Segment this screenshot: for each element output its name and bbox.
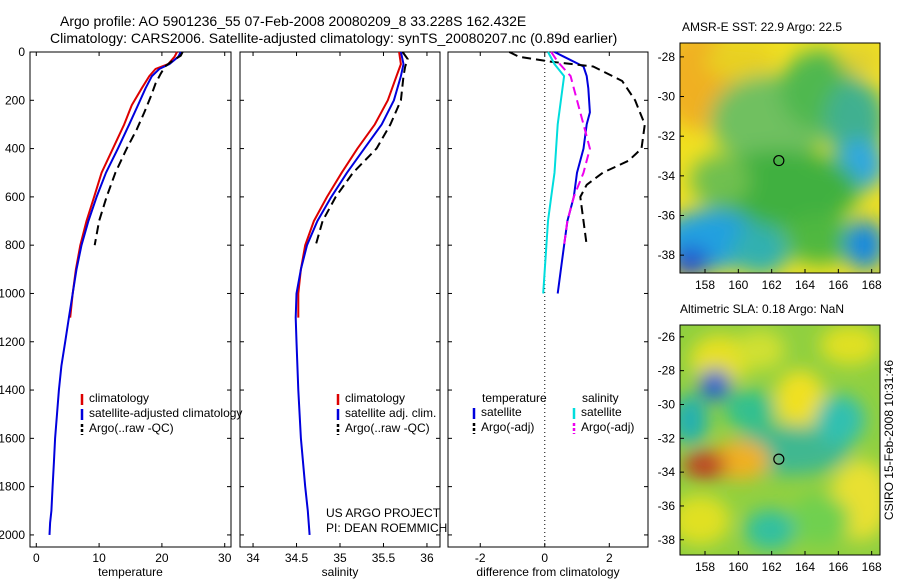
map-y-tick-label: -32 — [658, 129, 676, 143]
sst-map-title: AMSR-E SST: 22.9 Argo: 22.5 — [682, 20, 842, 34]
salinity-profile-xlabel: salinity — [322, 565, 359, 579]
x-tick-label: 35 — [333, 551, 347, 565]
temperature-profile-series-2 — [93, 51, 184, 246]
temperature-legend-2-label: Argo(..raw -QC) — [89, 421, 174, 435]
project-note-line-0: US ARGO PROJECT — [326, 506, 441, 520]
y-tick-label: 400 — [5, 142, 25, 156]
map-y-tick-label: -30 — [658, 90, 676, 104]
map-y-tick-label: -34 — [658, 169, 676, 183]
data-series — [48, 51, 785, 535]
figure-title-line-1: Argo profile: AO 5901236_55 07-Feb-2008 … — [60, 13, 527, 29]
difference-profile-series-2 — [542, 51, 566, 294]
map-x-tick-label: 162 — [762, 278, 782, 292]
csiro-timestamp: CSIRO 15-Feb-2008 10:31:46 — [882, 360, 896, 520]
sla-map-argo-marker — [773, 453, 785, 465]
map-y-tick-label: -38 — [658, 248, 676, 262]
map-x-tick-label: 158 — [695, 278, 715, 292]
x-tick-label: 10 — [92, 551, 106, 565]
temperature-profile-frame — [29, 51, 232, 548]
map-x-tick-label: 160 — [728, 560, 748, 574]
salinity-legend-1-label: satellite adj. clim. — [345, 406, 436, 420]
y-tick-label: 2000 — [0, 528, 25, 542]
x-tick-label: -2 — [475, 551, 486, 565]
map-y-tick-label: -38 — [658, 533, 676, 547]
difference-profile-series-3 — [550, 51, 591, 246]
difference-profile-series-1 — [508, 51, 646, 246]
x-tick-label: 30 — [218, 551, 232, 565]
project-note-line-1: PI: DEAN ROEMMICH — [326, 521, 447, 535]
map-y-tick-label: -26 — [658, 330, 676, 344]
salinity-legend-2-label: Argo(..raw -QC) — [345, 421, 430, 435]
temperature-legend-1-label: satellite-adjusted climatology — [89, 406, 242, 420]
difference-legend-temp-argo-label: Argo(-adj) — [481, 420, 534, 434]
x-tick-label: 20 — [155, 551, 169, 565]
sla-map-frame — [679, 324, 881, 556]
map-x-tick-label: 168 — [862, 560, 882, 574]
y-tick-label: 1200 — [0, 335, 25, 349]
salinity-legend-0-label: climatology — [345, 391, 405, 405]
y-tick-label: 1600 — [0, 431, 25, 445]
difference-legend-sal-sat-label: satellite — [581, 405, 622, 419]
map-y-tick-label: -36 — [658, 209, 676, 223]
temperature-profile-series-0 — [69, 51, 178, 318]
y-tick-label: 800 — [5, 238, 25, 252]
sst-map-argo-marker — [773, 154, 785, 167]
difference-legend-temperature-header: temperature — [482, 391, 547, 405]
difference-profile-frame — [447, 51, 649, 548]
x-tick-label: 36 — [420, 551, 434, 565]
x-tick-label: 34.5 — [285, 551, 309, 565]
difference-profile-xlabel: difference from climatology — [476, 565, 619, 579]
x-tick-label: 0 — [33, 551, 40, 565]
x-tick-label: 2 — [606, 551, 613, 565]
map-x-tick-label: 168 — [862, 278, 882, 292]
sla-map-title: Altimetric SLA: 0.18 Argo: NaN — [680, 302, 844, 316]
map-y-tick-label: -28 — [658, 50, 676, 64]
y-tick-label: 1800 — [0, 480, 25, 494]
y-tick-label: 600 — [5, 190, 25, 204]
map-y-tick-label: -32 — [658, 431, 676, 445]
temperature-profile-series-1 — [48, 51, 182, 535]
tick-labels: 0 10 20 30temperature0200400600800100012001… — [0, 45, 882, 579]
map-y-tick-label: -34 — [658, 465, 676, 479]
sla-map-field — [680, 325, 880, 555]
sst-map-frame — [679, 42, 881, 274]
map-y-tick-label: -30 — [658, 397, 676, 411]
salinity-profile-frame — [239, 51, 441, 548]
map-x-tick-label: 158 — [695, 560, 715, 574]
difference-legend-temp-sat-label: satellite — [481, 405, 522, 419]
y-tick-label: 1000 — [0, 286, 25, 300]
y-tick-label: 0 — [18, 45, 25, 59]
difference-legend-salinity-header: salinity — [582, 391, 619, 405]
map-x-tick-label: 162 — [762, 560, 782, 574]
map-x-tick-label: 160 — [728, 278, 748, 292]
temperature-legend-0-label: climatology — [89, 391, 149, 405]
temperature-profile-xlabel: temperature — [98, 565, 163, 579]
figure-title-line-2: Climatology: CARS2006. Satellite-adjuste… — [50, 30, 618, 46]
x-tick-label: 34 — [246, 551, 260, 565]
salinity-profile-series-2 — [314, 51, 409, 246]
map-y-tick-label: -36 — [658, 499, 676, 513]
map-x-tick-label: 166 — [828, 278, 848, 292]
y-tick-label: 1400 — [0, 383, 25, 397]
difference-legend-sal-argo-label: Argo(-adj) — [581, 420, 634, 434]
sst-map-field — [680, 43, 880, 273]
map-y-tick-label: -28 — [658, 364, 676, 378]
map-x-tick-label: 166 — [828, 560, 848, 574]
map-x-tick-label: 164 — [795, 560, 815, 574]
map-x-tick-label: 164 — [795, 278, 815, 292]
salinity-profile-series-0 — [297, 51, 402, 318]
x-tick-label: 0 — [541, 551, 548, 565]
y-tick-label: 200 — [5, 93, 25, 107]
salinity-profile-series-1 — [294, 51, 405, 535]
x-tick-label: 35.5 — [372, 551, 396, 565]
difference-profile-series-0 — [554, 51, 591, 294]
